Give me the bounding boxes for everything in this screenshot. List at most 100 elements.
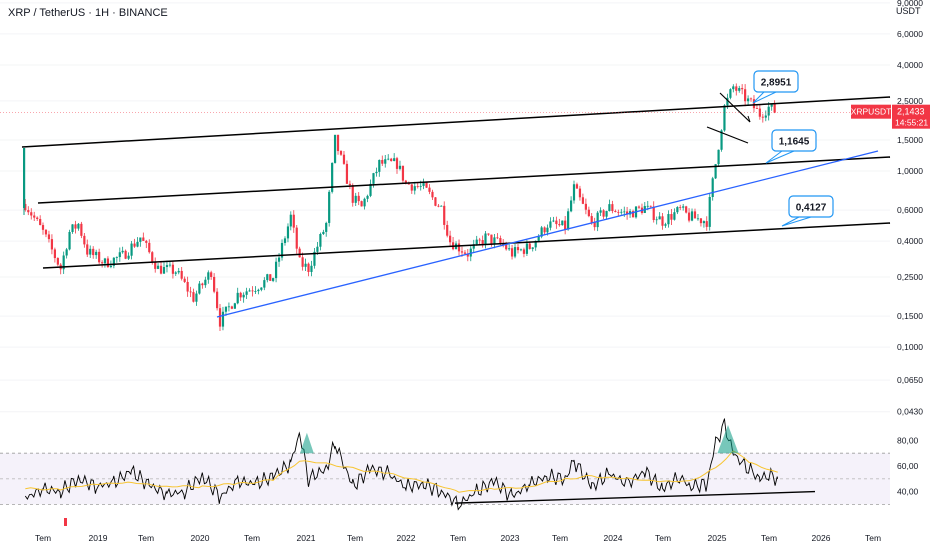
candle-body <box>558 224 561 226</box>
candle-body <box>180 270 183 279</box>
candle-body <box>351 185 354 203</box>
candle-body <box>86 244 89 255</box>
candle-body <box>631 211 635 218</box>
candle-body <box>664 224 667 226</box>
channel-lower-line[interactable] <box>42 222 891 269</box>
candle-body <box>732 86 735 90</box>
candle-body <box>490 234 493 244</box>
rsi-support-trendline[interactable] <box>454 490 816 504</box>
candle-body <box>443 205 446 225</box>
candle-body <box>101 262 104 264</box>
candle-body <box>56 258 59 265</box>
triangle-lower-line[interactable] <box>706 126 749 144</box>
price-tick-label: 0,1500 <box>897 311 923 321</box>
candle-body <box>481 240 484 245</box>
candle-body <box>239 292 242 298</box>
candle-body <box>738 88 741 91</box>
candle-body <box>112 257 115 266</box>
candle-body <box>360 201 363 207</box>
candle-body <box>581 197 585 204</box>
time-tick-label: Tem <box>244 533 260 543</box>
candle-body <box>30 212 33 216</box>
price-tick-label: 6,0000 <box>897 29 923 39</box>
symbol-title[interactable]: XRP / TetherUS · 1H · BINANCE <box>8 7 168 19</box>
price-callouts[interactable]: 2,8951 1,1645 0,4127 <box>752 70 834 227</box>
candle-body <box>372 173 375 184</box>
candle-body <box>103 258 107 264</box>
candle-body <box>62 255 65 270</box>
candle-body <box>699 218 703 224</box>
candle-body <box>620 211 623 213</box>
candle-body <box>702 221 706 224</box>
price-tick-label: 0,1000 <box>897 342 923 352</box>
candle-body <box>714 164 717 179</box>
candle-body <box>693 211 697 219</box>
price-axis[interactable]: 9,0000 6,0000 4,0000 2,5000 1,5000 1,0000 0,60… <box>897 0 923 417</box>
candle-body <box>537 236 540 241</box>
candle-body <box>280 242 284 258</box>
candle-body <box>218 308 222 327</box>
candle-body <box>313 251 316 266</box>
candle-body <box>24 203 27 211</box>
candle-body <box>298 248 301 258</box>
price-tick-label: 0,4000 <box>897 236 923 246</box>
price-callout-label: 1,1645 <box>779 137 810 148</box>
candle-body <box>266 274 269 281</box>
time-tick-label: Tem <box>35 533 51 543</box>
rsi-axis[interactable]: 80,00 60,00 40,00 <box>897 435 919 496</box>
candle-body <box>106 258 110 268</box>
time-tick-label: Tem <box>865 533 881 543</box>
drawn-trendlines[interactable] <box>21 92 891 318</box>
time-tick-label: 2020 <box>191 533 210 543</box>
candle-body <box>307 263 310 272</box>
candle-body <box>755 108 759 109</box>
triangle-apex-line <box>747 115 751 123</box>
triangle-upper-line[interactable] <box>719 92 751 123</box>
candle-body <box>508 248 511 250</box>
price-tick-label: 4,0000 <box>897 60 923 70</box>
candle-body <box>578 188 582 198</box>
candle-body <box>47 234 51 240</box>
candle-body <box>510 248 514 257</box>
candle-body <box>325 222 328 232</box>
price-callout-label: 2,8951 <box>761 78 792 89</box>
candle-body <box>224 306 228 312</box>
candle-body <box>230 306 233 309</box>
candle-body <box>440 205 443 207</box>
candle-body <box>569 200 573 212</box>
candle-body <box>127 255 130 259</box>
candle-body <box>80 223 83 236</box>
candle-body <box>449 235 452 243</box>
candle-body <box>393 158 396 162</box>
price-tick-label: 0,0650 <box>897 375 923 385</box>
candle-body <box>516 247 520 251</box>
time-tick-label: Tem <box>450 533 466 543</box>
candle-body <box>596 212 599 228</box>
candle-body <box>331 162 334 192</box>
rsi-tick-label: 80,00 <box>897 435 919 445</box>
candle-body <box>227 306 231 308</box>
candle-body <box>602 210 605 217</box>
candle-body <box>561 220 564 226</box>
candlestick-series <box>23 83 776 332</box>
candle-body <box>23 148 26 208</box>
candle-body <box>505 244 508 250</box>
price-callout-box[interactable] <box>753 70 799 93</box>
candle-body <box>118 252 121 258</box>
candle-body <box>484 233 487 245</box>
support-trendline[interactable] <box>216 150 879 318</box>
time-axis[interactable]: Tem 2019 Tem 2020 Tem 2021 Tem 2022 Tem 2023 Tem 20… <box>35 533 881 543</box>
candle-body <box>177 270 180 273</box>
candle-body <box>130 243 133 256</box>
candle-body <box>687 212 691 221</box>
rsi-tick-label: 60,00 <box>897 461 919 471</box>
channel-middle-line[interactable] <box>37 156 891 204</box>
candle-body <box>369 183 372 196</box>
candle-body <box>254 291 257 292</box>
price-callout-box[interactable] <box>788 195 834 218</box>
price-callout-box[interactable] <box>771 129 817 152</box>
candle-body <box>257 289 260 292</box>
candle-body <box>381 159 384 164</box>
channel-upper-line[interactable] <box>21 96 891 148</box>
